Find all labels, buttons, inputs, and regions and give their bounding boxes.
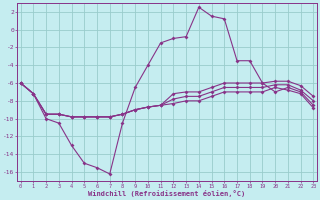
X-axis label: Windchill (Refroidissement éolien,°C): Windchill (Refroidissement éolien,°C) (88, 190, 246, 197)
